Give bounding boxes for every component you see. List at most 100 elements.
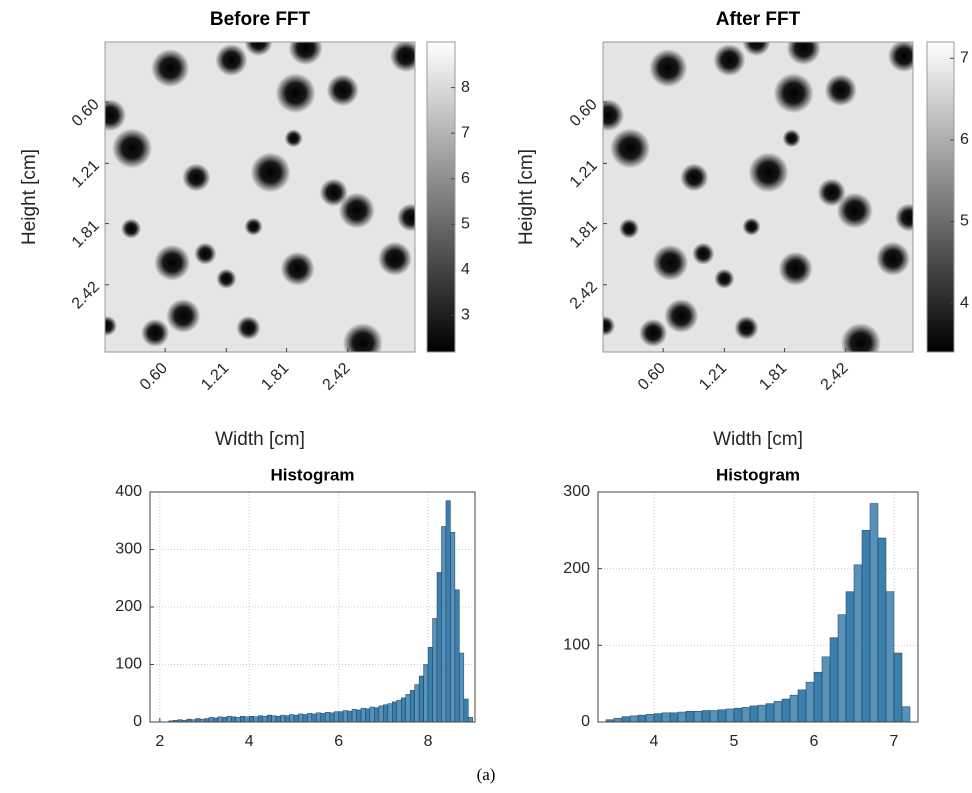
bar [445,500,451,723]
bar [378,705,384,723]
bar [845,591,855,723]
bar [333,711,339,723]
chart-title: Before FFT [210,9,311,30]
bar [342,710,348,723]
bar [423,664,429,723]
spot [610,128,651,169]
bar [749,705,759,723]
bar [271,715,277,723]
spot [396,203,415,232]
bar [280,714,286,723]
bar [387,703,393,723]
bar [805,681,815,723]
spot [652,244,689,281]
spot [742,42,771,57]
bar [709,710,719,723]
x-tick-label: 2.42 [320,360,354,394]
spot [244,42,273,57]
spot [319,178,348,207]
x-tick-label: 0.60 [635,360,669,394]
spot [778,251,813,286]
bar [244,716,250,723]
y-axis-label: Height [cm] [516,149,537,245]
bar [459,652,465,723]
colorbar-tick-label: 4 [960,294,969,311]
x-tick-label: 1.21 [198,360,232,394]
bar [765,703,775,723]
bar [645,714,655,723]
spot [244,217,263,236]
spot [734,315,759,340]
spot [748,152,789,193]
colorbar [426,41,456,353]
bar [253,716,259,723]
bar [307,713,313,723]
spot [377,241,412,276]
spot [773,73,814,114]
x-axis-label: Width [cm] [713,429,803,450]
spot [639,318,668,347]
bar [454,589,460,723]
bar [853,564,863,723]
spot [619,218,640,239]
image-frame [104,41,416,353]
bar [383,704,389,723]
spot [215,44,248,77]
y-tick-label: 400 [115,483,142,500]
x-tick-label: 8 [424,733,433,750]
bar [257,715,263,723]
image [105,42,415,352]
bar [789,694,799,723]
x-tick-label: 5 [730,733,739,750]
spot [182,163,211,192]
bar [231,716,237,723]
bar [629,715,639,723]
chart-title: Histogram [270,465,354,484]
bar [289,714,295,723]
bar [781,698,791,723]
bar [432,618,438,723]
bar [329,712,335,723]
bar [414,684,420,723]
spot [840,322,881,352]
bar [213,717,219,723]
colorbar-tick-label: 6 [960,131,969,148]
axes-frame [597,491,919,723]
bar [669,712,679,723]
bar [226,716,232,723]
spot [141,318,170,347]
bar [427,647,433,723]
bar [821,656,831,723]
bar [621,716,631,723]
bar [685,711,695,723]
colorbar-tick-label: 5 [461,216,470,233]
bar [374,707,380,723]
bar [773,701,783,723]
y-tick-label: 200 [563,560,590,577]
bar [717,709,727,723]
spot [151,49,190,88]
bar [240,716,246,723]
bar [356,709,362,723]
bar [208,717,214,723]
bar [400,697,406,723]
spot [713,44,746,77]
bar [418,675,424,723]
bar [262,716,268,723]
bar [877,537,887,723]
chart-title: Histogram [716,465,800,484]
chart-title: After FFT [716,9,801,30]
spot [692,242,715,265]
x-tick-label: 2.42 [818,360,852,394]
axes-frame [149,491,476,723]
bar [701,710,711,723]
bar [204,718,210,723]
image [603,42,913,352]
bar [298,713,304,723]
bar [829,637,839,723]
spot [742,217,761,236]
colorbar-tick-label: 4 [461,261,470,278]
spot [342,322,383,352]
colorbar-tick-label: 6 [461,170,470,187]
